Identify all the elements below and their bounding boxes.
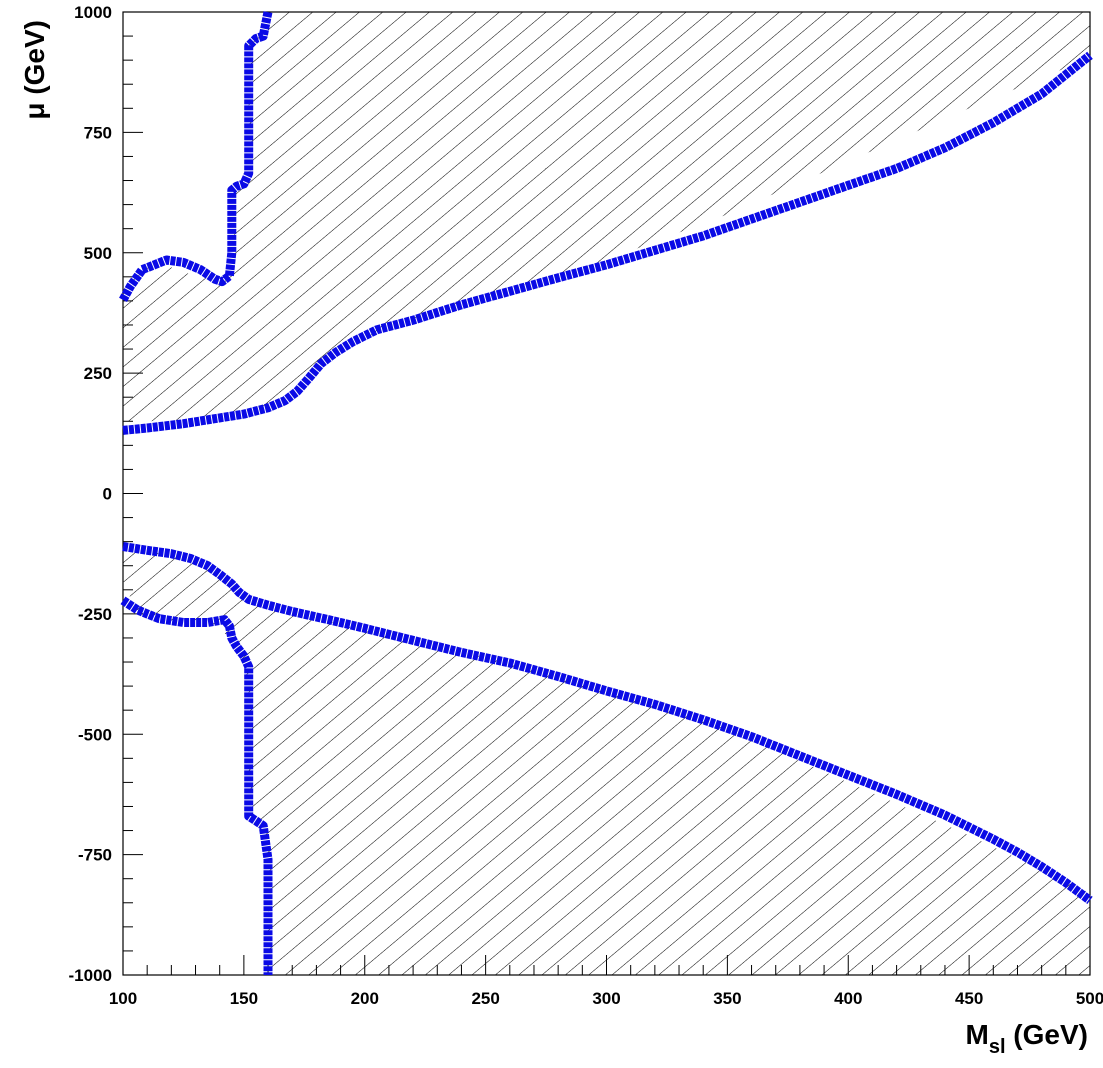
x-tick-label: 200 [351,989,379,1008]
curve-1 [122,51,1093,435]
y-tick-label: 500 [84,244,112,263]
y-tick-label: 1000 [74,3,112,22]
y-tick-label: 0 [103,485,112,504]
x-tick-label: 100 [109,989,137,1008]
y-axis-title: μ (GeV) [19,20,50,120]
y-tick-label: -250 [78,605,112,624]
axis-ticks [122,11,1091,976]
x-tick-label: 350 [713,989,741,1008]
y-tick-label: -500 [78,725,112,744]
y-tick-label: 250 [84,364,112,383]
y-tick-label: 750 [84,123,112,142]
x-tick-label: 500 [1076,989,1103,1008]
y-tick-label: -1000 [69,966,112,985]
upper-excluded-region [123,12,1090,422]
x-tick-label: 450 [955,989,983,1008]
tick-labels: 100 150 200 250 300 350 400 450 500 -1000 -750 -500… [69,3,1103,1008]
curve-3 [122,542,1093,905]
curve-2 [119,11,273,303]
curves [119,11,1093,975]
x-axis-title: Msl (GeV) [966,1019,1088,1058]
x-tick-label: 250 [471,989,499,1008]
y-tick-label: -750 [78,846,112,865]
x-tick-label: 300 [592,989,620,1008]
hatched-regions [123,12,1090,975]
x-tick-label: 150 [230,989,258,1008]
lower-excluded-region [123,551,1090,975]
x-tick-label: 400 [834,989,862,1008]
curve-4 [120,596,273,975]
